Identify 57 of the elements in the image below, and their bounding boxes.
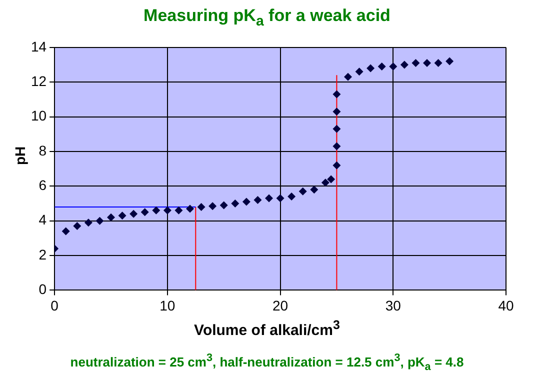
point (276, 194, 284, 202)
point (231, 199, 240, 208)
point (62, 227, 70, 236)
point (389, 62, 398, 70)
x-tick-label: 0 (50, 297, 59, 314)
x-tick-label: 40 (498, 297, 514, 314)
y-tick-label: 8 (38, 142, 47, 158)
point (163, 206, 172, 214)
point (344, 72, 352, 81)
chart-title: Measuring pK$_{a}$ for a weak acid (142, 6, 392, 30)
point (423, 59, 431, 68)
point (332, 142, 341, 150)
point (378, 62, 386, 70)
point (355, 68, 364, 76)
x-tick-label: 20 (272, 297, 288, 314)
y-tick-label: 4 (38, 212, 47, 228)
point (332, 90, 341, 98)
point (107, 213, 115, 222)
point (152, 206, 160, 214)
point (400, 60, 408, 69)
y-tick-label: 0 (38, 281, 47, 298)
x-axis-title: Volume of alkali/cm$^{3}$ (193, 318, 341, 339)
point (332, 124, 341, 133)
point (366, 64, 375, 72)
point (298, 187, 307, 196)
point (332, 108, 341, 116)
point (434, 59, 442, 68)
point (412, 59, 420, 68)
point (140, 208, 149, 216)
point (327, 175, 336, 184)
point (73, 222, 82, 230)
point (130, 210, 138, 218)
point (254, 196, 262, 204)
point (220, 201, 228, 210)
point (208, 202, 217, 210)
y-tick-label: 12 (30, 72, 47, 89)
point (174, 206, 183, 214)
point (265, 194, 273, 202)
point (242, 198, 250, 206)
x-tick-label: 30 (385, 297, 402, 314)
y-tick-label: 6 (38, 177, 47, 193)
point (310, 186, 318, 194)
point (84, 218, 92, 227)
point (446, 57, 454, 66)
y-tick-label: 10 (30, 108, 47, 124)
x-tick-label: 10 (160, 297, 176, 314)
point (332, 161, 341, 170)
point (118, 212, 126, 220)
y-axis-title: pH (12, 146, 28, 165)
point (96, 216, 104, 225)
y-tick-label: 2 (38, 246, 47, 262)
point (321, 178, 330, 187)
text: neutralization = 25 cm$^{3}$, half-neutralization = 12.5 cm$^{3}$, pK$_{a}$ = 4.8 (69, 352, 465, 373)
y-tick-label: 14 (30, 38, 47, 54)
point (186, 204, 194, 213)
point (197, 202, 206, 211)
point (288, 192, 296, 201)
